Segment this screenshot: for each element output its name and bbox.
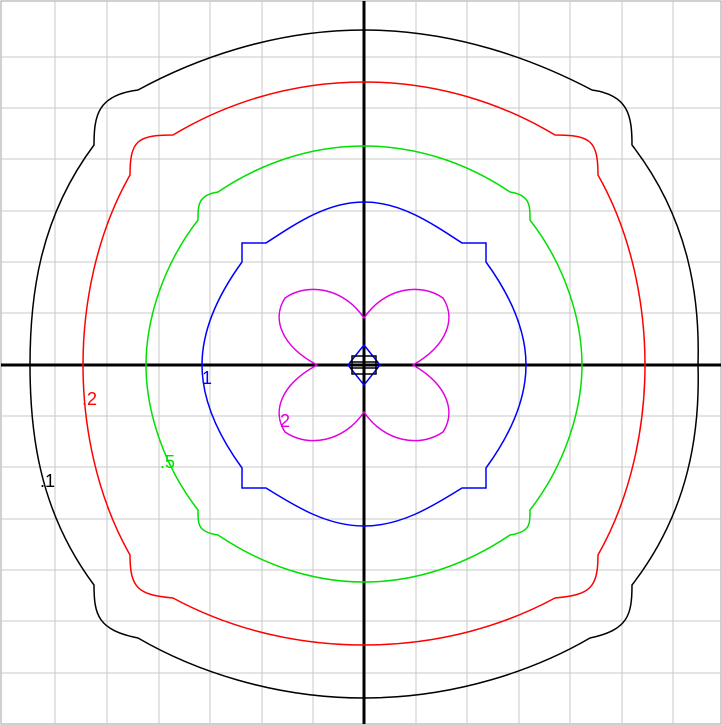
contour-green [145,145,583,583]
center-square [351,355,377,375]
center-diamond [347,343,381,387]
center-marker [347,343,381,387]
contours [29,29,699,699]
contour-red [82,81,646,646]
label-contour-magenta: 2 [280,411,290,431]
contour-black [29,29,699,699]
contour-labels: .1 .2 .5 1 2 [40,368,290,491]
label-contour-black: .1 [40,471,55,491]
label-contour-red: .2 [82,389,97,409]
label-contour-blue: 1 [202,368,212,388]
label-contour-green: .5 [160,452,175,472]
contour-magenta [278,288,450,442]
contour-blue [201,201,527,527]
